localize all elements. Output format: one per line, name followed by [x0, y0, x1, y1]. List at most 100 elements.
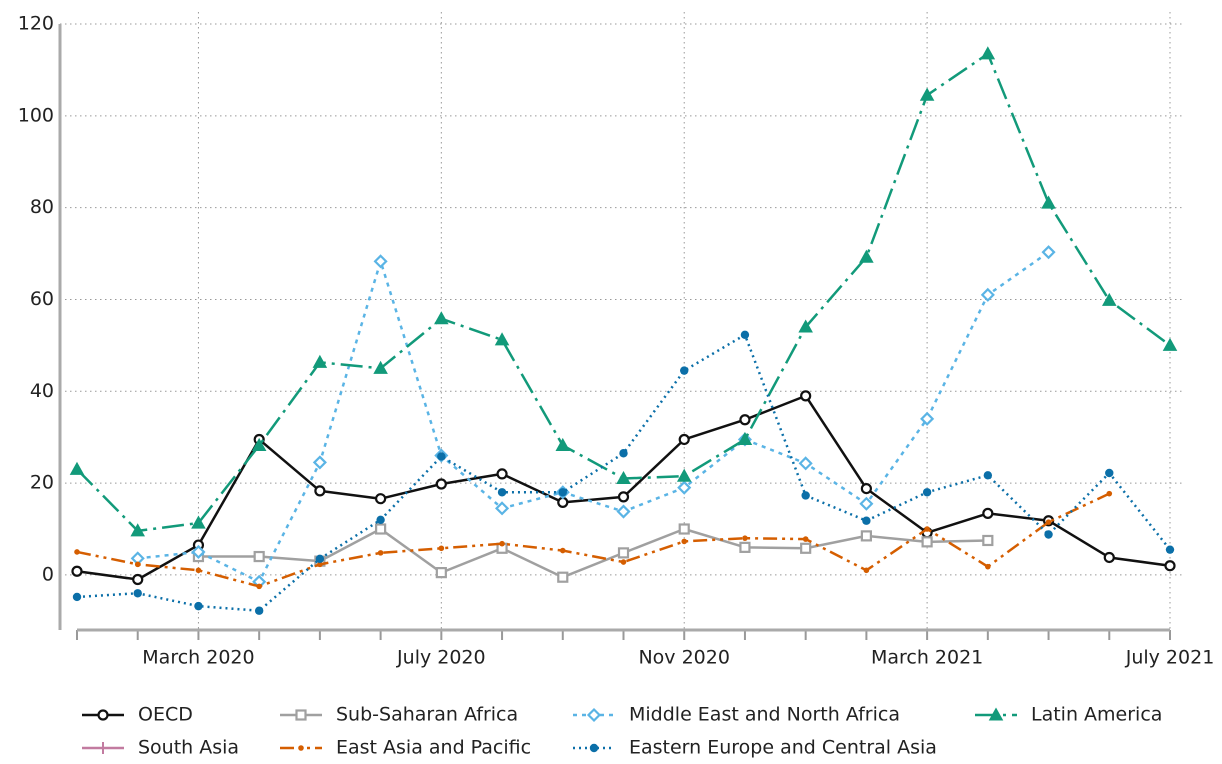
- marker: [589, 743, 599, 753]
- marker: [559, 547, 566, 554]
- marker: [740, 330, 750, 340]
- y-tick-label: 100: [18, 104, 54, 126]
- y-tick-label: 80: [30, 196, 54, 218]
- x-tick-label: March 2021: [871, 647, 983, 669]
- x-tick-label: July 2021: [1125, 647, 1215, 669]
- marker: [496, 468, 508, 480]
- marker: [798, 456, 813, 471]
- marker: [315, 554, 325, 564]
- marker: [1165, 545, 1175, 554]
- marker: [494, 332, 510, 346]
- y-tick-label: 20: [30, 472, 54, 494]
- marker: [312, 455, 327, 470]
- marker: [922, 488, 932, 497]
- legend-label: Eastern Europe and Central Asia: [629, 737, 937, 759]
- marker: [859, 496, 874, 511]
- marker: [438, 545, 445, 552]
- marker: [557, 571, 569, 583]
- marker: [130, 523, 145, 537]
- marker: [802, 536, 809, 542]
- marker: [617, 491, 630, 503]
- marker: [1106, 490, 1113, 497]
- marker: [375, 523, 387, 535]
- marker: [863, 567, 870, 574]
- marker: [499, 540, 505, 547]
- marker: [985, 563, 991, 570]
- series-line: [76, 52, 1171, 533]
- marker: [982, 507, 994, 519]
- marker: [555, 437, 571, 451]
- series: [74, 490, 1113, 590]
- marker: [437, 452, 446, 461]
- marker: [742, 535, 748, 541]
- marker: [921, 536, 933, 548]
- y-tick-label: 120: [18, 13, 54, 35]
- marker: [133, 589, 142, 598]
- legend-label: OECD: [138, 704, 193, 726]
- marker: [1044, 530, 1053, 539]
- marker: [495, 501, 510, 516]
- marker: [680, 366, 689, 375]
- marker: [983, 471, 993, 480]
- marker: [71, 565, 83, 577]
- marker: [377, 550, 384, 556]
- marker: [435, 478, 447, 490]
- marker: [1164, 560, 1176, 572]
- marker: [1041, 245, 1056, 260]
- marker: [376, 515, 385, 525]
- marker: [194, 601, 203, 611]
- marker: [862, 516, 871, 525]
- marker: [678, 433, 690, 446]
- marker: [1103, 551, 1115, 564]
- marker: [497, 488, 507, 497]
- x-tick-label: July 2020: [396, 647, 486, 669]
- series: [72, 330, 1175, 615]
- marker: [435, 567, 447, 579]
- marker: [676, 468, 692, 482]
- marker: [434, 311, 449, 325]
- marker: [859, 249, 874, 263]
- marker: [97, 742, 109, 754]
- y-tick-label: 0: [42, 563, 54, 585]
- marker: [798, 319, 813, 333]
- marker: [982, 534, 994, 547]
- marker: [616, 470, 631, 485]
- marker: [620, 559, 627, 565]
- marker: [919, 87, 935, 101]
- marker: [1102, 292, 1117, 306]
- marker: [191, 515, 206, 529]
- marker: [1105, 468, 1114, 478]
- marker: [97, 709, 109, 721]
- marker: [586, 707, 602, 723]
- marker: [860, 483, 872, 495]
- marker: [134, 561, 141, 568]
- marker: [373, 360, 388, 374]
- marker: [801, 491, 810, 500]
- legend-label: Sub-Saharan Africa: [336, 704, 518, 726]
- marker: [317, 561, 323, 568]
- legend-label: Middle East and North Africa: [629, 704, 900, 726]
- marker: [800, 542, 812, 554]
- marker: [678, 523, 690, 535]
- marker: [298, 745, 304, 751]
- marker: [312, 354, 328, 368]
- marker: [132, 573, 144, 586]
- marker: [375, 493, 387, 505]
- marker: [74, 549, 80, 555]
- marker: [619, 449, 628, 458]
- series-line: [76, 492, 1110, 588]
- series: [192, 523, 994, 583]
- marker: [924, 526, 930, 532]
- series-line: [198, 527, 988, 579]
- y-tick-label: 40: [30, 380, 54, 402]
- marker: [1045, 519, 1052, 525]
- marker: [314, 485, 326, 497]
- marker: [191, 544, 206, 560]
- marker: [195, 567, 202, 574]
- marker: [72, 592, 82, 602]
- x-tick-label: Nov 2020: [638, 647, 729, 669]
- x-tick-label: March 2020: [142, 647, 254, 669]
- marker: [617, 547, 630, 559]
- series-line: [137, 251, 1050, 584]
